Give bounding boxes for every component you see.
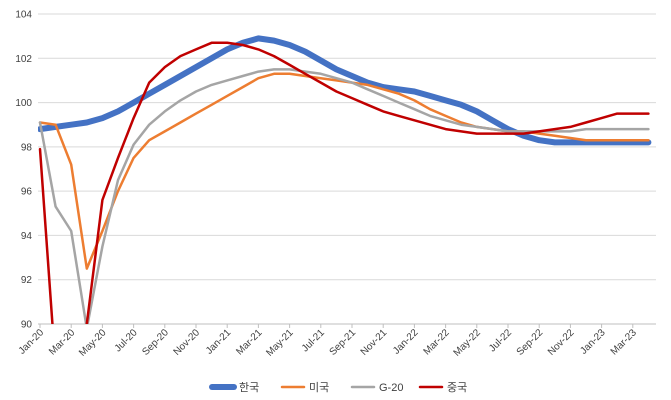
x-tick-label: Jan-20 xyxy=(17,327,47,357)
x-tick-label: Mar-22 xyxy=(422,327,452,357)
x-tick-label: May-20 xyxy=(77,327,109,359)
x-tick-label: Jul-20 xyxy=(113,327,140,354)
x-tick-label: Nov-22 xyxy=(546,327,577,358)
y-tick-label: 102 xyxy=(15,54,32,65)
x-tick-label: Jul-21 xyxy=(300,327,327,354)
x-tick-label: Sep-20 xyxy=(140,327,171,358)
legend-label-2: G-20 xyxy=(379,382,403,394)
series-lines xyxy=(38,35,652,324)
x-tick-label: Mar-20 xyxy=(47,327,77,357)
legend: 한국 미국 G-20 중국 xyxy=(209,381,467,394)
x-tick-label: Mar-23 xyxy=(609,327,639,357)
y-tick-label: 92 xyxy=(21,275,33,286)
series-line-3 xyxy=(38,41,650,324)
grid-lines xyxy=(38,13,656,325)
legend-label-3: 중국 xyxy=(447,382,467,394)
legend-label-0: 한국 xyxy=(239,381,259,394)
x-tick-label: Mar-21 xyxy=(234,327,264,357)
x-tick-label: Jan-21 xyxy=(204,327,234,357)
x-tick-label: Jan-23 xyxy=(578,327,608,357)
series-line-2 xyxy=(38,68,650,324)
x-tick-label: May-21 xyxy=(264,327,296,359)
x-axis-tick-labels: Jan-20 Mar-20 May-20 Jul-20 Sep-20 Nov-20 Jan-… xyxy=(17,324,639,359)
legend-label-1: 미국 xyxy=(309,381,329,394)
x-tick-label: Jul-22 xyxy=(487,327,514,354)
y-tick-label: 90 xyxy=(21,320,33,331)
x-tick-label: Sep-22 xyxy=(515,327,546,358)
y-tick-label: 100 xyxy=(15,98,32,109)
y-tick-label: 98 xyxy=(21,142,33,153)
x-tick-label: Nov-20 xyxy=(172,327,203,358)
y-axis-tick-labels: 90 92 94 96 98 100 102 104 xyxy=(15,10,32,331)
y-tick-label: 104 xyxy=(15,10,32,21)
x-tick-label: Jan-22 xyxy=(391,327,421,357)
x-tick-label: Sep-21 xyxy=(328,327,359,358)
y-tick-label: 94 xyxy=(21,231,33,242)
x-tick-label: May-22 xyxy=(452,327,484,359)
x-tick-label: Nov-21 xyxy=(359,327,390,358)
y-tick-label: 96 xyxy=(21,187,33,198)
